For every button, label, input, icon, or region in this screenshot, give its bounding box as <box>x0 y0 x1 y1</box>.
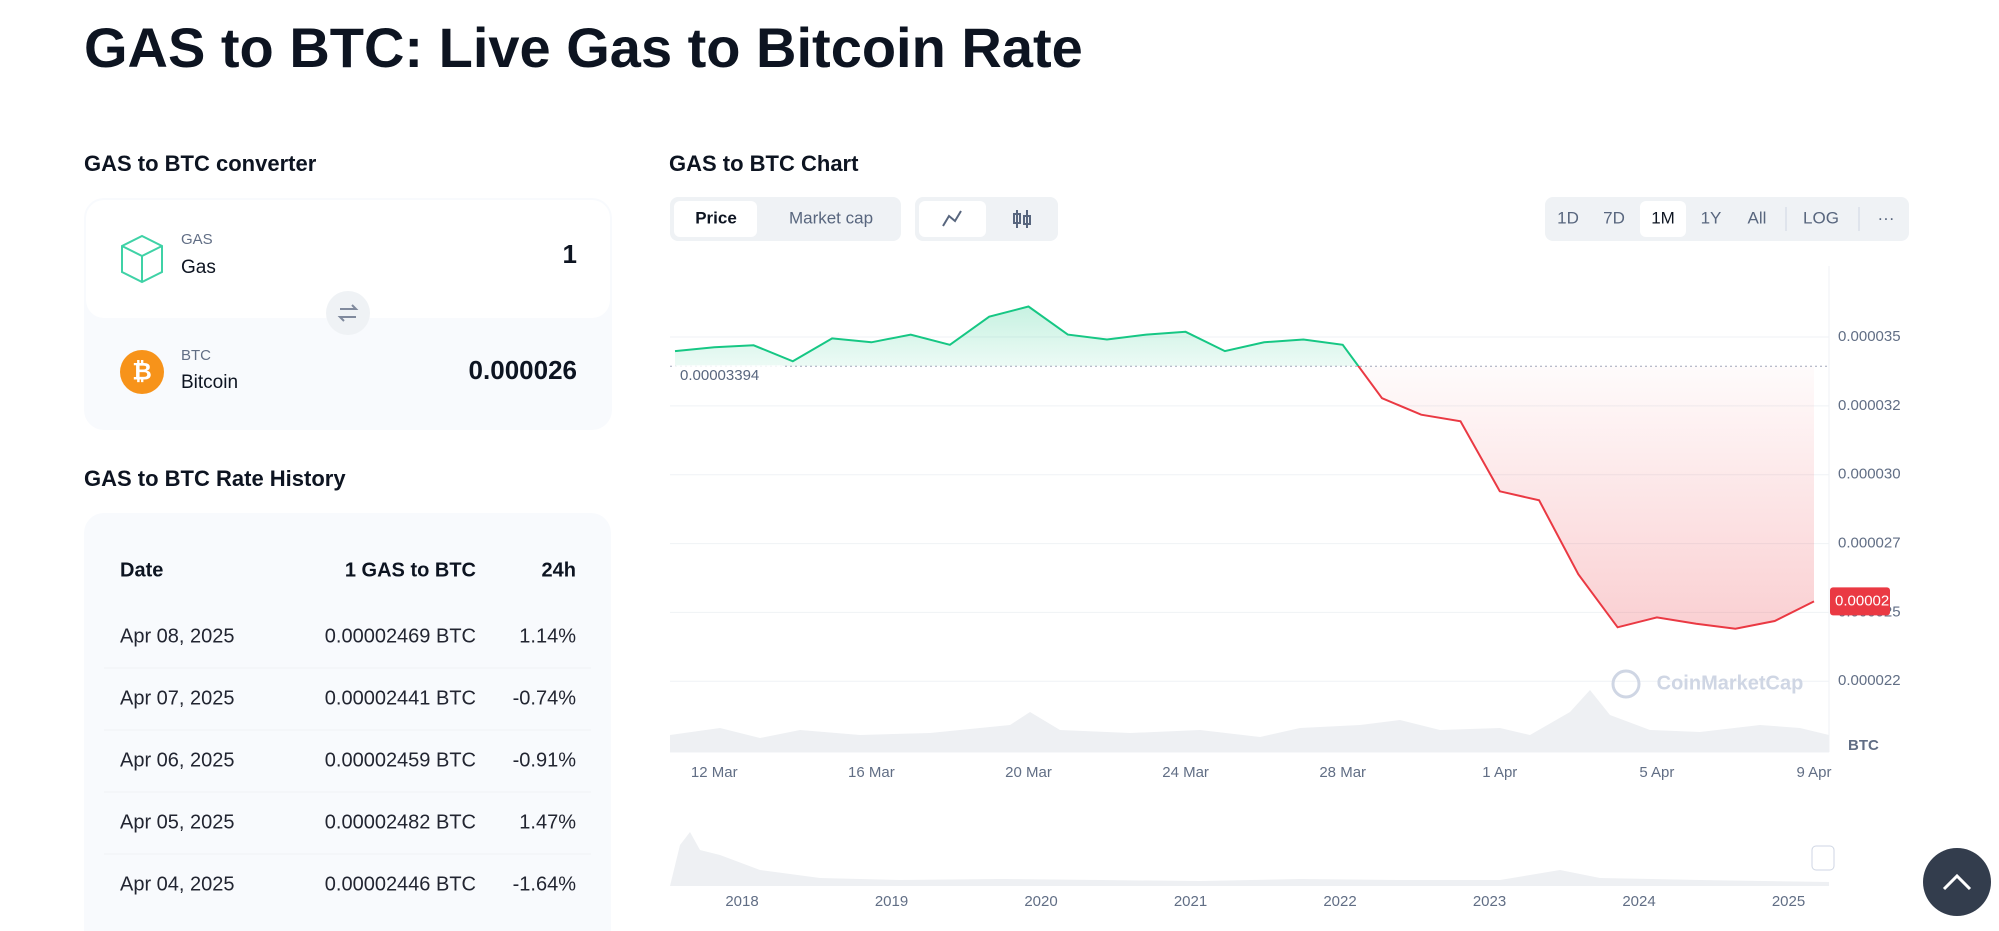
converter-from-panel <box>86 200 610 318</box>
column-header: 1 GAS to BTC <box>345 559 476 581</box>
volume-area <box>670 690 1829 752</box>
history-cell: 1.47% <box>519 811 576 833</box>
history-cell: -1.64% <box>513 873 577 895</box>
navigator-year: 2019 <box>875 893 908 910</box>
history-cell: Apr 06, 2025 <box>120 749 235 771</box>
range-button[interactable]: All <box>1748 208 1767 227</box>
x-tick-label: 12 Mar <box>691 764 738 781</box>
range-button[interactable]: 1M <box>1651 208 1675 227</box>
navigator-year: 2025 <box>1772 893 1805 910</box>
navigator-year: 2022 <box>1323 893 1356 910</box>
page-title: GAS to BTC: Live Gas to Bitcoin Rate <box>84 16 1083 79</box>
to-name: Bitcoin <box>181 372 238 393</box>
to-symbol: BTC <box>181 347 211 364</box>
more-button[interactable]: ··· <box>1878 208 1895 227</box>
history-cell: Apr 05, 2025 <box>120 811 235 833</box>
tab-price[interactable]: Price <box>695 208 737 227</box>
history-cell: Apr 04, 2025 <box>120 873 235 895</box>
history-cell: 0.00002441 BTC <box>325 687 476 709</box>
y-tick-label: 0.000030 <box>1838 466 1901 483</box>
log-button[interactable]: LOG <box>1803 208 1839 227</box>
range-button[interactable]: 7D <box>1603 208 1625 227</box>
x-tick-label: 16 Mar <box>848 764 895 781</box>
price-badge-label: 0.000025 <box>1835 592 1898 609</box>
tab-active <box>674 201 757 237</box>
navigator-year: 2023 <box>1473 893 1506 910</box>
y-tick-label: 0.000032 <box>1838 397 1901 414</box>
chart-title: GAS to BTC Chart <box>669 151 859 176</box>
navigator-years: 2018 2019 2020 2021 2022 2023 2024 2025 <box>725 893 1805 910</box>
history-cell: 0.00002482 BTC <box>325 811 476 833</box>
range-button[interactable]: 1D <box>1557 208 1579 227</box>
y-axis-unit: BTC <box>1848 737 1879 754</box>
x-tick-label: 5 Apr <box>1639 764 1674 781</box>
range-group <box>1545 197 1909 241</box>
price-line <box>674 305 1815 630</box>
gas-icon <box>121 234 163 284</box>
swap-button[interactable] <box>326 291 370 335</box>
history-cell: 0.00002469 BTC <box>325 625 476 647</box>
x-tick-label: 9 Apr <box>1796 764 1831 781</box>
baseline-label-bg <box>674 365 784 388</box>
history-table: Date 1 GAS to BTC 24h Apr 08, 2025 0.0000246… <box>104 559 591 895</box>
history-cell: -0.91% <box>513 749 577 771</box>
to-amount: 0.000026 <box>469 355 577 385</box>
area-fill <box>675 306 1814 629</box>
history-cell: 0.00002446 BTC <box>325 873 476 895</box>
history-cell: -0.74% <box>513 687 577 709</box>
history-cell: Apr 07, 2025 <box>120 687 235 709</box>
line-style-icon <box>942 210 962 227</box>
range-button[interactable]: 1Y <box>1701 208 1722 227</box>
x-tick-label: 20 Mar <box>1005 764 1052 781</box>
navigator-year: 2018 <box>725 893 758 910</box>
navigator-area <box>670 832 1829 886</box>
plot-area <box>670 266 1830 753</box>
y-tick-label: 0.000035 <box>1838 328 1901 345</box>
history-card <box>84 513 611 931</box>
range-buttons: 1D 7D 1M 1Y All <box>1557 208 1766 227</box>
x-tick-label: 1 Apr <box>1482 764 1517 781</box>
from-symbol: GAS <box>181 231 213 248</box>
y-tick-label: 0.000027 <box>1838 535 1901 552</box>
price-badge <box>1830 587 1890 616</box>
watermark-logo <box>1611 669 1641 699</box>
history-title: GAS to BTC Rate History <box>84 466 346 491</box>
navigator-frame <box>670 820 1829 886</box>
btc-icon-glyph: ₿ <box>132 358 152 385</box>
y-tick-label: 0.000022 <box>1838 672 1901 689</box>
range-active <box>1640 201 1686 237</box>
swap-icon <box>337 304 359 322</box>
converter-title: GAS to BTC converter <box>84 151 317 176</box>
tab-market-cap[interactable]: Market cap <box>789 208 873 227</box>
scroll-top-icon <box>1942 873 1972 891</box>
navigator-year: 2021 <box>1174 893 1207 910</box>
navigator-year: 2020 <box>1024 893 1057 910</box>
navigator-handle[interactable] <box>1811 845 1835 871</box>
x-tick-label: 24 Mar <box>1162 764 1209 781</box>
column-header: 24h <box>542 559 576 581</box>
candle-style-icon[interactable] <box>1013 210 1031 228</box>
from-name: Gas <box>181 257 216 278</box>
btc-icon <box>120 350 164 394</box>
history-cell: 1.14% <box>519 625 576 647</box>
x-tick-label: 28 Mar <box>1319 764 1366 781</box>
navigator <box>670 820 1835 886</box>
history-cell: 0.00002459 BTC <box>325 749 476 771</box>
navigator-year: 2024 <box>1622 893 1655 910</box>
scroll-top-button[interactable] <box>1923 848 1991 916</box>
watermark: CoinMarketCap <box>1657 672 1804 694</box>
history-cell: Apr 08, 2025 <box>120 625 235 647</box>
from-amount[interactable]: 1 <box>563 239 577 269</box>
column-header: Date <box>120 559 163 581</box>
baseline-label: 0.00003394 <box>680 367 759 384</box>
